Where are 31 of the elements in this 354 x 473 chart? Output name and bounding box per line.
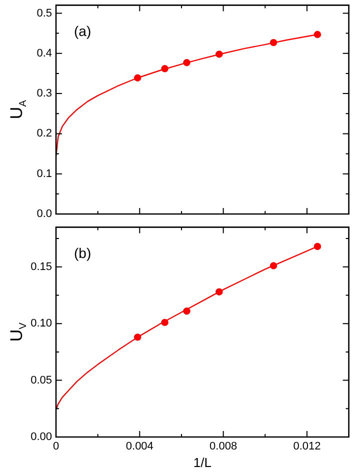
y-tick-label: 0.00 bbox=[30, 431, 52, 444]
annotation: (a) bbox=[74, 23, 92, 40]
y-axis-title: UV bbox=[7, 322, 29, 342]
y-tick-label: 0.3 bbox=[36, 88, 52, 100]
y-tick-label: 0.2 bbox=[36, 128, 52, 140]
point bbox=[183, 308, 190, 315]
y-tick-label: 0.0 bbox=[36, 208, 52, 220]
y-tick-label: 0.05 bbox=[30, 374, 52, 386]
point bbox=[134, 334, 142, 341]
point bbox=[161, 65, 168, 72]
x-tick-label: 0.004 bbox=[126, 440, 154, 453]
point bbox=[183, 59, 190, 66]
y-tick-label: 0.10 bbox=[30, 318, 52, 330]
point bbox=[314, 242, 322, 250]
x-tick-label: 0.008 bbox=[210, 440, 238, 453]
point bbox=[134, 74, 142, 82]
point bbox=[270, 38, 278, 46]
point bbox=[161, 318, 168, 326]
y-tick-label: 0.4 bbox=[36, 47, 52, 60]
point bbox=[270, 262, 278, 270]
x-tick-label: 0.012 bbox=[293, 440, 321, 453]
annotation: (b) bbox=[74, 245, 92, 262]
point bbox=[314, 30, 322, 38]
x-axis-title: 1/L bbox=[193, 455, 212, 470]
point bbox=[216, 50, 223, 58]
y-tick-label: 0.5 bbox=[36, 7, 52, 20]
y-tick-label: 0.1 bbox=[36, 168, 52, 180]
y-axis-title: UA bbox=[7, 100, 29, 120]
y-tick-label: 0.15 bbox=[30, 260, 52, 273]
point bbox=[216, 288, 223, 296]
x-tick-label: 0 bbox=[52, 440, 60, 453]
